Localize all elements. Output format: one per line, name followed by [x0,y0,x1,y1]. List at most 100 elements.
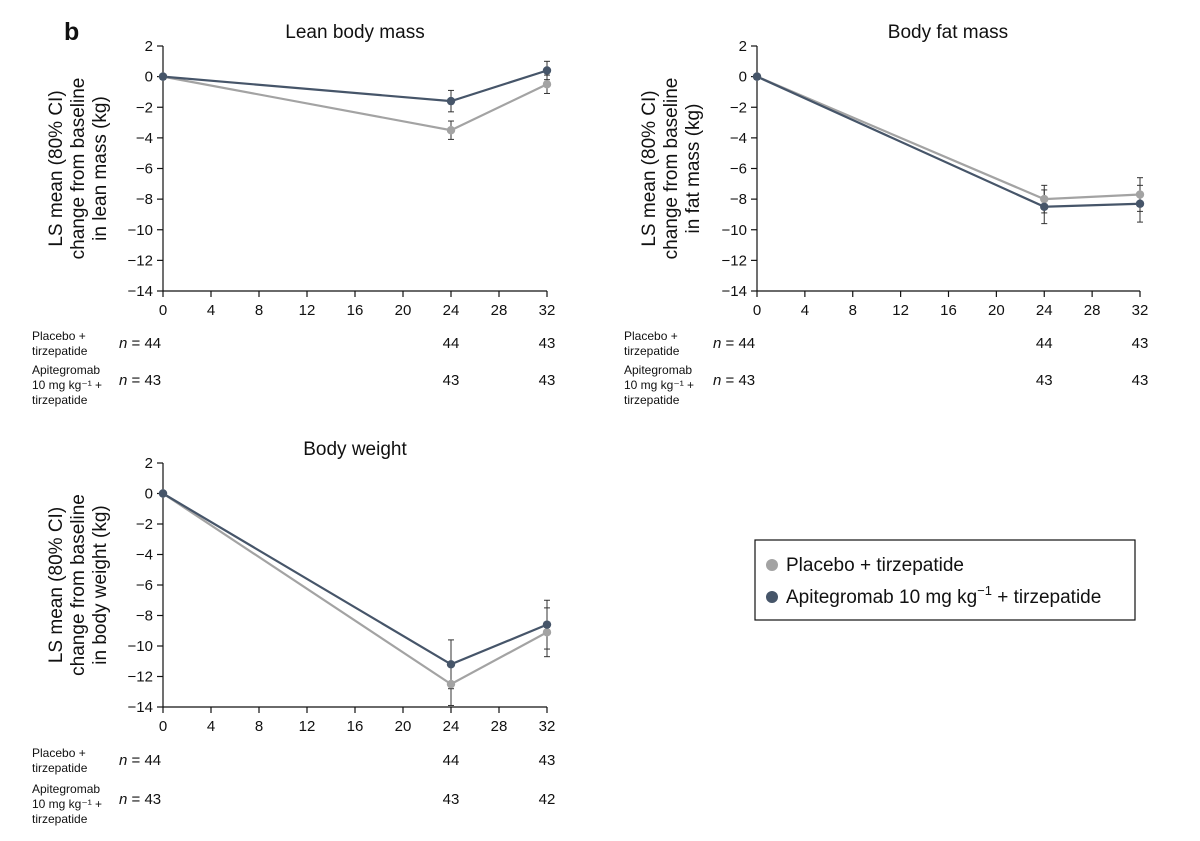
legend-label-placebo: Placebo + tirzepatide [786,555,964,576]
n-row-label-line: Apitegromab [32,363,100,377]
n-row-value: 44 [443,752,460,769]
data-point-placebo [446,126,456,135]
x-tick-label: 16 [940,302,957,319]
x-tick-label: 20 [395,718,412,735]
n-row-label-line: 10 mg kg⁻¹ + [32,378,102,392]
n-row-value: n = 44 [119,752,161,769]
y-tick-label: −14 [722,283,747,300]
x-tick-label: 16 [347,718,364,735]
y-tick-label: 0 [739,69,747,86]
n-row-label-line: tirzepatide [32,344,88,358]
y-tick-label: −14 [128,283,153,300]
n-row-value: 43 [539,372,556,389]
n-row-label-line: 10 mg kg⁻¹ + [32,797,102,811]
data-point-apitegromab [1040,202,1049,211]
x-tick-label: 0 [753,302,761,319]
data-point-apitegromab [446,96,456,106]
y-axis-label-line: LS mean (80% CI) [46,90,67,246]
n-symbol: n [713,335,721,352]
n-row-value: 43 [1036,372,1053,389]
x-tick-label: 24 [1036,302,1053,319]
y-axis-label-line: change from baseline [661,78,682,260]
y-tick-label: −12 [722,252,747,269]
y-axis-label-line: in lean mass (kg) [90,96,111,241]
x-tick-label: 4 [801,302,809,319]
x-tick-label: 8 [255,302,263,319]
n-count: = 43 [721,372,755,389]
x-tick-label: 4 [207,302,215,319]
y-tick-label: 0 [145,69,153,86]
x-tick-label: 16 [347,302,364,319]
y-tick-label: −14 [128,699,153,716]
y-tick-label: −6 [136,161,153,178]
n-symbol: n [119,335,127,352]
y-tick-label: −6 [136,577,153,594]
y-tick-label: −10 [128,222,153,239]
data-point-placebo [1135,190,1145,199]
series-line-placebo [162,492,548,686]
data-point-apitegromab [158,489,168,498]
legend-label-apitegromab: Apitegromab 10 mg kg−1 + tirzepatide [786,583,1101,608]
y-tick-label: −6 [730,161,747,178]
y-axis-label-line: LS mean (80% CI) [46,507,67,663]
n-count: = 43 [127,791,161,808]
n-symbol: n [119,372,127,389]
n-row-label-line: tirzepatide [32,812,88,826]
legend-label-apitegromab-main: Apitegromab 10 mg kg [786,587,977,608]
legend-label-apitegromab-tail: + tirzepatide [992,587,1101,608]
y-tick-label: 0 [145,486,153,503]
n-row-value: 43 [443,372,460,389]
n-row-label-line: tirzepatide [32,393,88,407]
n-row-value: 43 [1132,335,1149,352]
y-tick-label: 2 [145,455,153,472]
chart-title: Body fat mass [888,22,1008,43]
n-row-value: n = 43 [713,372,755,389]
data-point-placebo [446,679,456,689]
n-row-label-line: Apitegromab [32,782,100,796]
y-axis-label-line: change from baseline [68,78,89,260]
n-row-value: 43 [443,791,460,808]
data-point-apitegromab [752,72,762,81]
x-tick-label: 28 [1084,302,1101,319]
legend: Placebo + tirzepatide Apitegromab 10 mg … [754,539,1136,621]
y-tick-label: −8 [136,608,153,625]
x-tick-label: 12 [299,718,316,735]
n-count: = 44 [127,752,161,769]
n-row-label-line: Placebo + [624,329,678,343]
n-row-value: 43 [539,335,556,352]
n-symbol: n [119,752,127,769]
y-tick-label: −8 [730,191,747,208]
y-tick-label: −10 [128,638,153,655]
series-line-placebo [162,75,548,132]
series-line-apitegromab [162,69,548,103]
legend-marker-apitegromab [766,591,778,603]
legend-label-apitegromab-sup: −1 [977,583,992,598]
y-tick-label: −12 [128,669,153,686]
y-tick-label: −4 [136,130,153,147]
n-count: = 44 [721,335,755,352]
x-tick-label: 32 [539,302,556,319]
n-row-value: 43 [1132,372,1149,389]
x-tick-label: 24 [443,718,460,735]
data-point-apitegromab [158,72,168,81]
x-tick-label: 24 [443,302,460,319]
y-tick-label: −2 [136,99,153,116]
n-row-value: 44 [1036,335,1053,352]
n-row-value: 44 [443,335,460,352]
n-row-value: 43 [539,752,556,769]
y-tick-label: −2 [730,99,747,116]
n-count: = 44 [127,335,161,352]
panel-label: b [64,18,79,46]
y-axis-label-line: in body weight (kg) [90,505,111,664]
chart-title: Body weight [303,439,407,460]
x-tick-label: 0 [159,718,167,735]
data-point-placebo [542,628,552,637]
x-tick-label: 28 [491,718,508,735]
y-tick-label: −10 [722,222,747,239]
n-row-label-line: tirzepatide [624,344,680,358]
n-row-label-line: Apitegromab [624,363,692,377]
